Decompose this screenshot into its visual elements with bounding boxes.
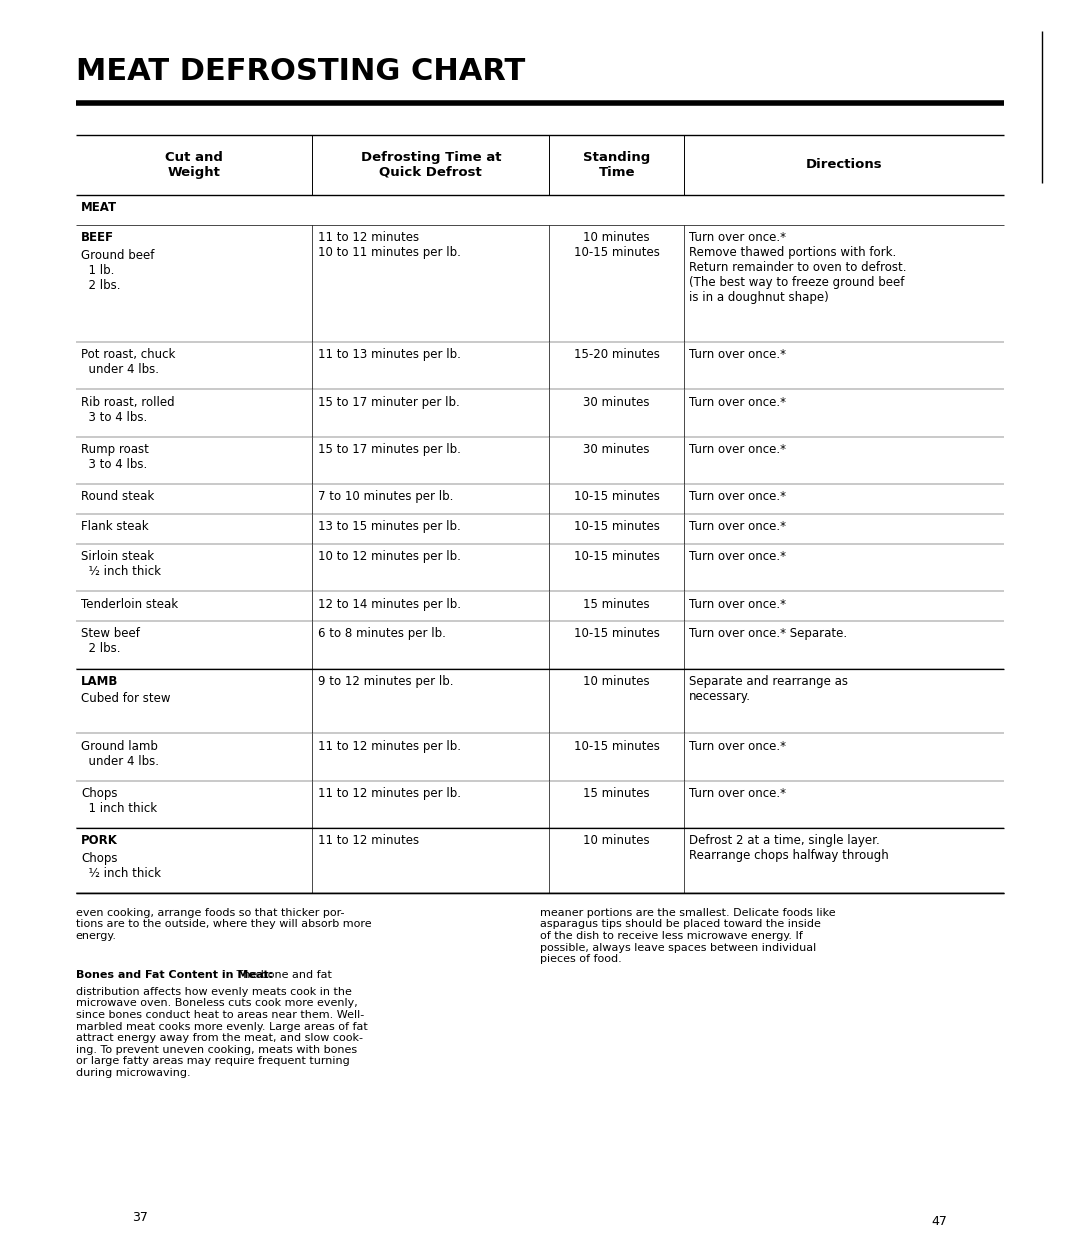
Text: Turn over once.*: Turn over once.* (689, 787, 786, 799)
Text: Rump roast
  3 to 4 lbs.: Rump roast 3 to 4 lbs. (81, 443, 149, 471)
Text: Chops
  1 inch thick: Chops 1 inch thick (81, 787, 157, 815)
Text: Turn over once.*: Turn over once.* (689, 598, 786, 611)
Text: Tenderloin steak: Tenderloin steak (81, 598, 178, 611)
Text: MEAT DEFROSTING CHART: MEAT DEFROSTING CHART (76, 57, 525, 86)
Text: Defrosting Time at
Quick Defrost: Defrosting Time at Quick Defrost (361, 151, 501, 179)
Text: Turn over once.*: Turn over once.* (689, 520, 786, 534)
Text: 10-15 minutes: 10-15 minutes (573, 520, 660, 534)
Text: Turn over once.*: Turn over once.* (689, 739, 786, 753)
Text: Directions: Directions (806, 159, 882, 171)
Text: 6 to 8 minutes per lb.: 6 to 8 minutes per lb. (318, 627, 446, 641)
Text: 15-20 minutes: 15-20 minutes (573, 349, 660, 361)
Text: Sirloin steak
  ½ inch thick: Sirloin steak ½ inch thick (81, 550, 161, 578)
Text: Flank steak: Flank steak (81, 520, 149, 534)
Text: 11 to 12 minutes per lb.: 11 to 12 minutes per lb. (318, 739, 461, 753)
Text: 10 minutes: 10 minutes (583, 835, 650, 847)
Text: Turn over once.*: Turn over once.* (689, 349, 786, 361)
Text: LAMB: LAMB (81, 675, 119, 687)
Text: 11 to 12 minutes
10 to 11 minutes per lb.: 11 to 12 minutes 10 to 11 minutes per lb… (318, 232, 461, 259)
Text: Standing
Time: Standing Time (583, 151, 650, 179)
Text: Turn over once.*: Turn over once.* (689, 395, 786, 409)
Text: Rib roast, rolled
  3 to 4 lbs.: Rib roast, rolled 3 to 4 lbs. (81, 395, 175, 423)
Text: Defrost 2 at a time, single layer.
Rearrange chops halfway through: Defrost 2 at a time, single layer. Rearr… (689, 835, 889, 862)
Text: 15 to 17 minuter per lb.: 15 to 17 minuter per lb. (318, 395, 460, 409)
Text: Cut and
Weight: Cut and Weight (165, 151, 222, 179)
Text: Turn over once.*: Turn over once.* (689, 550, 786, 563)
Text: 30 minutes: 30 minutes (583, 443, 650, 456)
Text: Chops
  ½ inch thick: Chops ½ inch thick (81, 851, 161, 880)
Text: 15 minutes: 15 minutes (583, 598, 650, 611)
Text: MEAT: MEAT (81, 201, 117, 214)
Text: BEEF: BEEF (81, 232, 114, 244)
Text: Pot roast, chuck
  under 4 lbs.: Pot roast, chuck under 4 lbs. (81, 349, 175, 376)
Text: even cooking, arrange foods so that thicker por-
tions are to the outside, where: even cooking, arrange foods so that thic… (76, 908, 372, 940)
Text: Ground lamb
  under 4 lbs.: Ground lamb under 4 lbs. (81, 739, 159, 768)
Text: Ground beef
  1 lb.
  2 lbs.: Ground beef 1 lb. 2 lbs. (81, 249, 154, 292)
Text: 11 to 13 minutes per lb.: 11 to 13 minutes per lb. (318, 349, 461, 361)
Text: 10 to 12 minutes per lb.: 10 to 12 minutes per lb. (318, 550, 461, 563)
Text: 10-15 minutes: 10-15 minutes (573, 627, 660, 641)
Text: 11 to 12 minutes per lb.: 11 to 12 minutes per lb. (318, 787, 461, 799)
Text: Round steak: Round steak (81, 490, 154, 504)
Text: 9 to 12 minutes per lb.: 9 to 12 minutes per lb. (318, 675, 454, 687)
Text: 10 minutes
10-15 minutes: 10 minutes 10-15 minutes (573, 232, 660, 259)
Text: Separate and rearrange as
necessary.: Separate and rearrange as necessary. (689, 675, 849, 703)
Text: 10-15 minutes: 10-15 minutes (573, 490, 660, 504)
Text: 15 to 17 minutes per lb.: 15 to 17 minutes per lb. (318, 443, 461, 456)
Text: Turn over once.* Separate.: Turn over once.* Separate. (689, 627, 848, 641)
Text: 12 to 14 minutes per lb.: 12 to 14 minutes per lb. (318, 598, 461, 611)
Text: Bones and Fat Content in Meat:: Bones and Fat Content in Meat: (76, 971, 273, 981)
Text: PORK: PORK (81, 835, 118, 847)
Text: Stew beef
  2 lbs.: Stew beef 2 lbs. (81, 627, 140, 656)
Text: 30 minutes: 30 minutes (583, 395, 650, 409)
Text: 11 to 12 minutes: 11 to 12 minutes (318, 835, 419, 847)
Text: 13 to 15 minutes per lb.: 13 to 15 minutes per lb. (318, 520, 460, 534)
Text: Cubed for stew: Cubed for stew (81, 692, 171, 705)
Text: 37: 37 (133, 1211, 148, 1224)
Text: Turn over once.*
Remove thawed portions with fork.
Return remainder to oven to d: Turn over once.* Remove thawed portions … (689, 232, 907, 305)
Text: 47: 47 (932, 1215, 947, 1228)
Text: The bone and fat: The bone and fat (233, 971, 332, 981)
Text: 7 to 10 minutes per lb.: 7 to 10 minutes per lb. (318, 490, 454, 504)
Text: Turn over once.*: Turn over once.* (689, 443, 786, 456)
Text: distribution affects how evenly meats cook in the
microwave oven. Boneless cuts : distribution affects how evenly meats co… (76, 987, 367, 1078)
Text: 10 minutes: 10 minutes (583, 675, 650, 687)
Text: 10-15 minutes: 10-15 minutes (573, 550, 660, 563)
Text: 15 minutes: 15 minutes (583, 787, 650, 799)
Text: Turn over once.*: Turn over once.* (689, 490, 786, 504)
Text: 10-15 minutes: 10-15 minutes (573, 739, 660, 753)
Text: meaner portions are the smallest. Delicate foods like
asparagus tips should be p: meaner portions are the smallest. Delica… (540, 908, 836, 964)
